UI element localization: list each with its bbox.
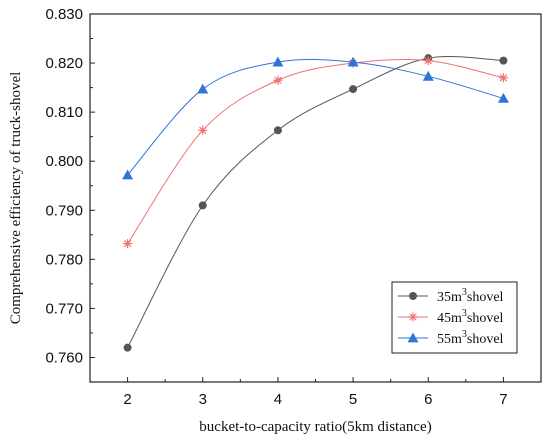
x-tick-label: 2 bbox=[123, 391, 131, 408]
y-tick-label: 0.760 bbox=[45, 349, 83, 366]
x-tick-label: 4 bbox=[274, 391, 282, 408]
data-point bbox=[122, 169, 134, 180]
y-axis: 0.760 0.770 0.780 0.790 0.800 0.810 0.820 0.830 bbox=[45, 6, 95, 366]
data-point bbox=[198, 125, 208, 135]
data-point bbox=[197, 83, 209, 94]
data-point bbox=[273, 75, 283, 85]
data-point bbox=[272, 56, 284, 67]
y-tick-label: 0.830 bbox=[45, 6, 83, 23]
y-tick-label: 0.770 bbox=[45, 300, 83, 317]
series-line bbox=[127, 58, 504, 244]
data-point bbox=[123, 343, 132, 352]
x-tick-label: 5 bbox=[349, 391, 357, 408]
x-tick-label: 7 bbox=[499, 391, 507, 408]
legend-marker bbox=[407, 332, 419, 343]
x-axis-title: bucket-to-capacity ratio(5km distance) bbox=[199, 419, 431, 435]
legend-label: 35m3shovel bbox=[437, 287, 504, 305]
legend-marker bbox=[408, 312, 418, 322]
y-tick-label: 0.780 bbox=[45, 251, 83, 268]
data-point bbox=[498, 73, 508, 83]
x-axis: 2 3 4 5 6 7 bbox=[123, 377, 508, 408]
legend: 35m3shovel 45m3shovel 55m3shovel bbox=[391, 281, 518, 354]
x-tick-label: 6 bbox=[424, 391, 432, 408]
y-tick-label: 0.810 bbox=[45, 104, 83, 121]
data-point bbox=[349, 85, 358, 94]
data-point bbox=[123, 239, 133, 249]
series-2 bbox=[123, 56, 508, 249]
series-3 bbox=[122, 56, 509, 180]
legend-item: 45m3shovel bbox=[398, 308, 504, 326]
data-point bbox=[347, 56, 359, 67]
legend-marker bbox=[409, 292, 417, 300]
y-tick-label: 0.790 bbox=[45, 202, 83, 219]
legend-label: 45m3shovel bbox=[437, 308, 504, 326]
legend-item: 55m3shovel bbox=[398, 329, 504, 347]
legend-label: 55m3shovel bbox=[437, 329, 504, 347]
data-point bbox=[423, 56, 433, 66]
data-point bbox=[198, 201, 207, 210]
y-tick-label: 0.800 bbox=[45, 153, 83, 170]
data-point bbox=[273, 126, 282, 135]
series-line bbox=[127, 58, 504, 176]
legend-item: 35m3shovel bbox=[398, 287, 504, 305]
data-point bbox=[497, 92, 509, 103]
y-tick-label: 0.820 bbox=[45, 55, 83, 72]
x-tick-label: 3 bbox=[199, 391, 207, 408]
data-point bbox=[499, 56, 508, 65]
data-point bbox=[422, 70, 434, 81]
series-layer bbox=[122, 54, 509, 352]
y-axis-title: Comprehensive efficiency of truck-shovel bbox=[8, 72, 24, 325]
